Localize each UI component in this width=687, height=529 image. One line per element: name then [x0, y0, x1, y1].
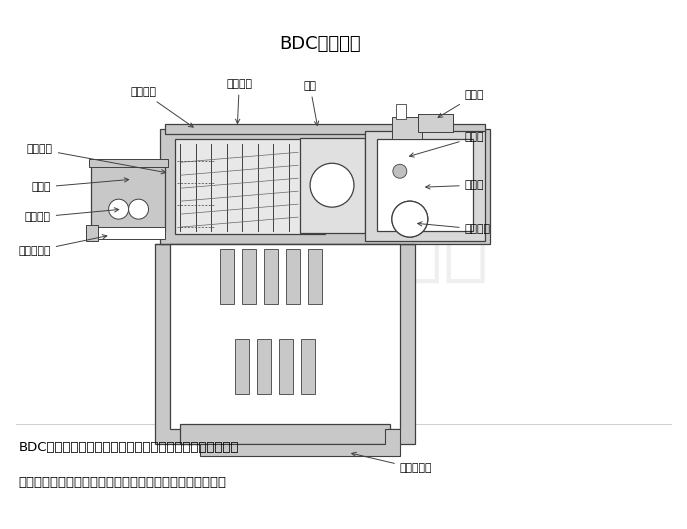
Polygon shape — [308, 249, 322, 304]
Circle shape — [393, 165, 407, 178]
Polygon shape — [279, 339, 293, 394]
Text: 气缸止动槽: 气缸止动槽 — [352, 452, 432, 473]
Text: 时内部轴向移动来压实连接，泄压时由复位弹簧自动分离。: 时内部轴向移动来压实连接，泄压时由复位弹簧自动分离。 — [19, 477, 227, 489]
Polygon shape — [286, 249, 300, 304]
Polygon shape — [257, 339, 271, 394]
Text: 密封圈: 密封圈 — [409, 132, 484, 157]
Text: 精密轴承: 精密轴承 — [418, 222, 491, 234]
Text: 精密轴承: 精密轴承 — [226, 79, 252, 123]
Polygon shape — [243, 249, 256, 304]
Polygon shape — [86, 227, 166, 239]
Polygon shape — [161, 130, 490, 244]
Polygon shape — [221, 249, 234, 304]
Circle shape — [310, 163, 354, 207]
Polygon shape — [166, 124, 484, 134]
Polygon shape — [301, 339, 315, 394]
Text: BDC型构造图: BDC型构造图 — [279, 34, 361, 52]
Text: 气缸体: 气缸体 — [426, 180, 484, 190]
Polygon shape — [181, 424, 390, 443]
Polygon shape — [91, 163, 166, 231]
Polygon shape — [86, 225, 98, 241]
Polygon shape — [300, 138, 365, 233]
Circle shape — [392, 201, 428, 237]
Polygon shape — [155, 244, 415, 443]
Text: 进气口: 进气口 — [438, 90, 484, 117]
Circle shape — [128, 199, 148, 219]
Text: BDC型（多片式）离合器是由多组铜基摩擦片和钢片在通气: BDC型（多片式）离合器是由多组铜基摩擦片和钢片在通气 — [19, 441, 239, 453]
Polygon shape — [365, 131, 484, 241]
Text: 空心通轴管: 空心通轴管 — [19, 235, 107, 256]
Text: 活塞: 活塞 — [304, 81, 319, 125]
Text: 分离碟簧: 分离碟簧 — [27, 144, 166, 174]
Polygon shape — [396, 104, 406, 120]
Text: 精密轴承: 精密轴承 — [25, 208, 119, 222]
Polygon shape — [89, 159, 168, 167]
Polygon shape — [201, 428, 400, 457]
Text: 韩东机: 韩东机 — [351, 212, 488, 286]
Polygon shape — [170, 244, 400, 428]
Polygon shape — [377, 139, 473, 231]
Text: 驱动罩: 驱动罩 — [32, 178, 128, 192]
Circle shape — [109, 199, 128, 219]
Polygon shape — [235, 339, 249, 394]
Text: 驱动压盘: 驱动压盘 — [131, 87, 193, 127]
Polygon shape — [418, 114, 453, 132]
Polygon shape — [392, 117, 422, 139]
Polygon shape — [175, 139, 325, 234]
Circle shape — [392, 201, 428, 237]
Polygon shape — [264, 249, 278, 304]
